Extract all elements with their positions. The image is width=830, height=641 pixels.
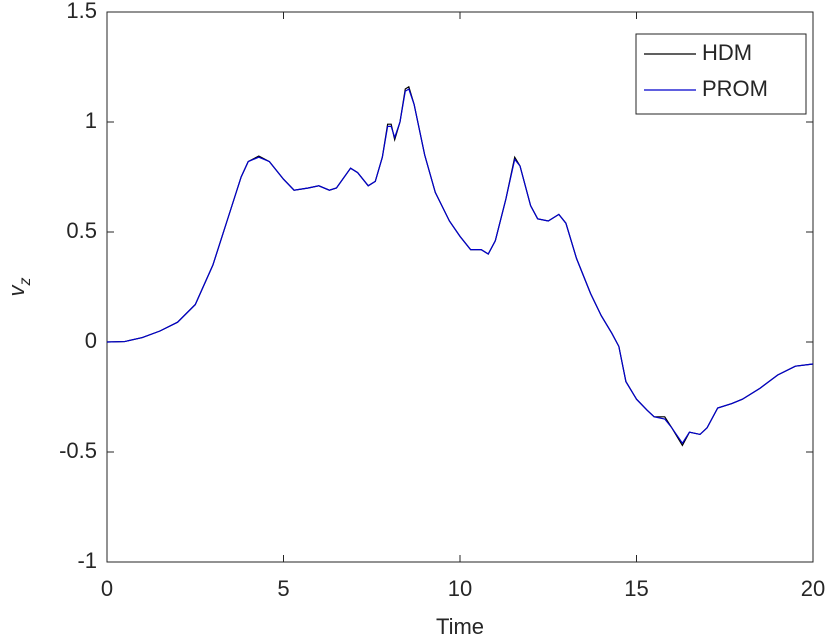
y-tick-label: -1 <box>77 548 97 573</box>
x-tick-label: 10 <box>448 576 472 601</box>
y-tick-label: -0.5 <box>59 438 97 463</box>
x-tick-label: 15 <box>624 576 648 601</box>
legend-label: HDM <box>702 40 752 65</box>
line-series <box>106 88 814 445</box>
x-tick-label: 20 <box>801 576 825 601</box>
y-axis-label: vz <box>4 278 34 297</box>
x-axis-label: Time <box>436 614 484 639</box>
y-tick-label: 0.5 <box>66 218 97 243</box>
x-tick-label: 5 <box>277 576 289 601</box>
legend-box <box>635 33 807 115</box>
y-tick-label: 0 <box>85 328 97 353</box>
y-label-sub: z <box>17 278 34 287</box>
y-tick-label: 1 <box>85 108 97 133</box>
x-tick-label: 0 <box>101 576 113 601</box>
y-tick-label: 1.5 <box>66 0 97 23</box>
y-label-base: v <box>4 284 29 297</box>
legend-label: PROM <box>702 76 768 101</box>
